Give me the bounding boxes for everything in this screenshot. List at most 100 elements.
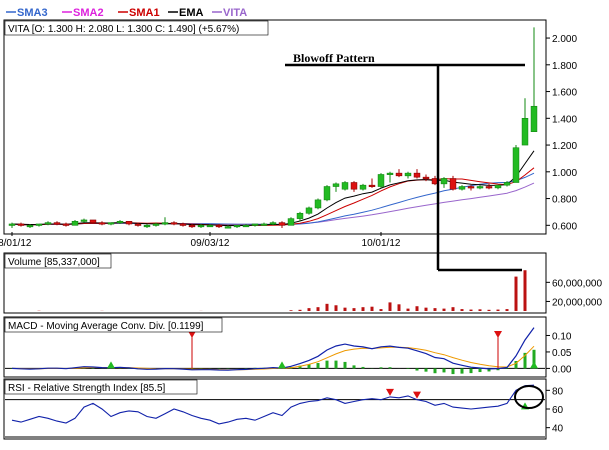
macd-histogram-bar [317, 363, 320, 368]
candle-body [54, 223, 60, 225]
volume-bar [506, 309, 509, 311]
price-ytick-label: 1.400 [552, 114, 577, 125]
candle-body [270, 223, 276, 225]
macd-ytick-label: 0.10 [552, 331, 572, 342]
price-ytick-label: 1.800 [552, 61, 577, 72]
volume-bar [389, 302, 392, 311]
rsi-ytick-label: 60 [552, 405, 564, 416]
price-ytick-label: 2.000 [552, 34, 577, 45]
volume-bar [290, 310, 293, 311]
candle-body [216, 225, 222, 227]
price-ytick-label: 1.200 [552, 141, 577, 152]
volume-bar [299, 310, 302, 311]
candle-body [117, 221, 123, 223]
volume-bar [515, 277, 518, 311]
blowoff-annotation: Blowoff Pattern [293, 51, 375, 65]
candle-body [63, 224, 69, 226]
candle-body [405, 173, 411, 176]
volume-bar [335, 305, 338, 311]
rsi-ytick-label: 80 [552, 386, 564, 397]
candle-body [333, 184, 339, 187]
candle-body [306, 208, 312, 213]
candle-body [126, 221, 132, 224]
volume-bar [443, 309, 446, 311]
macd-histogram-bar [353, 365, 356, 368]
candle-body [144, 225, 150, 227]
macd-ytick-label: 0.00 [552, 364, 572, 375]
candle-body [450, 178, 456, 189]
volume-bar [380, 309, 383, 311]
volume-bar [326, 304, 329, 311]
volume-bar [425, 308, 428, 311]
candle-body [90, 220, 96, 223]
candle-body [342, 183, 348, 190]
candle-body [531, 106, 537, 131]
candle-body [513, 148, 519, 183]
volume-bar [470, 310, 473, 311]
candle-body [81, 220, 87, 222]
volume-bar [317, 307, 320, 311]
candle-body [387, 173, 393, 175]
candle-body [162, 223, 168, 225]
macd-histogram-bar [380, 367, 383, 368]
macd-histogram-bar [344, 362, 347, 368]
price-ytick-label: 1.000 [552, 168, 577, 179]
candle-body [207, 225, 213, 227]
price-panel-frame [4, 20, 546, 234]
candle-body [414, 173, 420, 177]
price-xtick-label: 09/03/12 [191, 238, 230, 249]
candle-body [486, 187, 492, 189]
candle-body [153, 224, 159, 226]
volume-bar [371, 307, 374, 311]
volume-bar [524, 270, 527, 311]
candle-body [279, 223, 285, 226]
price-panel: 2.000 1.800 1.600 1.400 1.200 1.000 0.800 0.600… [0, 20, 577, 249]
macd-ytick-label: 0.05 [552, 348, 572, 359]
candle-body [171, 223, 177, 225]
candle-body [459, 187, 465, 190]
macd-histogram-bar [389, 367, 392, 368]
candle-body [495, 185, 501, 188]
price-xtick-label: 10/01/12 [362, 238, 401, 249]
macd-histogram-bar [452, 368, 455, 374]
candle-body [243, 225, 249, 227]
candle-body [261, 224, 267, 226]
candle-body [315, 200, 321, 208]
macd-histogram-bar [443, 368, 446, 372]
macd-label: MACD - Moving Average Conv. Div. [0.1199… [8, 321, 204, 332]
macd-histogram-bar [335, 361, 338, 369]
candle-body [36, 224, 42, 226]
macd-histogram-bar [479, 368, 482, 372]
candle-body [477, 187, 483, 189]
price-ytick-label: 0.600 [552, 221, 577, 232]
price-xtick-label: 08/01/12 [0, 238, 32, 249]
rsi-ytick-label: 40 [552, 424, 564, 435]
volume-bar [308, 308, 311, 311]
macd-histogram-bar [416, 368, 419, 370]
volume-bar [344, 308, 347, 311]
candle-body [360, 185, 366, 189]
volume-bar [398, 304, 401, 311]
macd-histogram-bar [362, 367, 365, 368]
price-ytick-label: 1.600 [552, 88, 577, 99]
candle-body [180, 224, 186, 226]
macd-histogram-bar [425, 368, 428, 371]
candle-body [288, 219, 294, 226]
macd-histogram-bar [434, 368, 437, 373]
candle-body [72, 221, 78, 225]
candle-body [234, 225, 240, 227]
macd-histogram-bar [326, 361, 329, 369]
candle-body [324, 187, 330, 200]
volume-ytick-label: 20,000,000 [552, 297, 602, 308]
volume-bar [434, 308, 437, 311]
candle-body [441, 178, 447, 183]
candle-body [378, 174, 384, 186]
candle-body [27, 225, 33, 227]
price-label: VITA [O: 1.300 H: 2.080 L: 1.300 C: 1.49… [8, 24, 239, 35]
candle-body [369, 185, 375, 187]
candle-body [225, 227, 231, 229]
price-ytick-label: 0.800 [552, 195, 577, 206]
